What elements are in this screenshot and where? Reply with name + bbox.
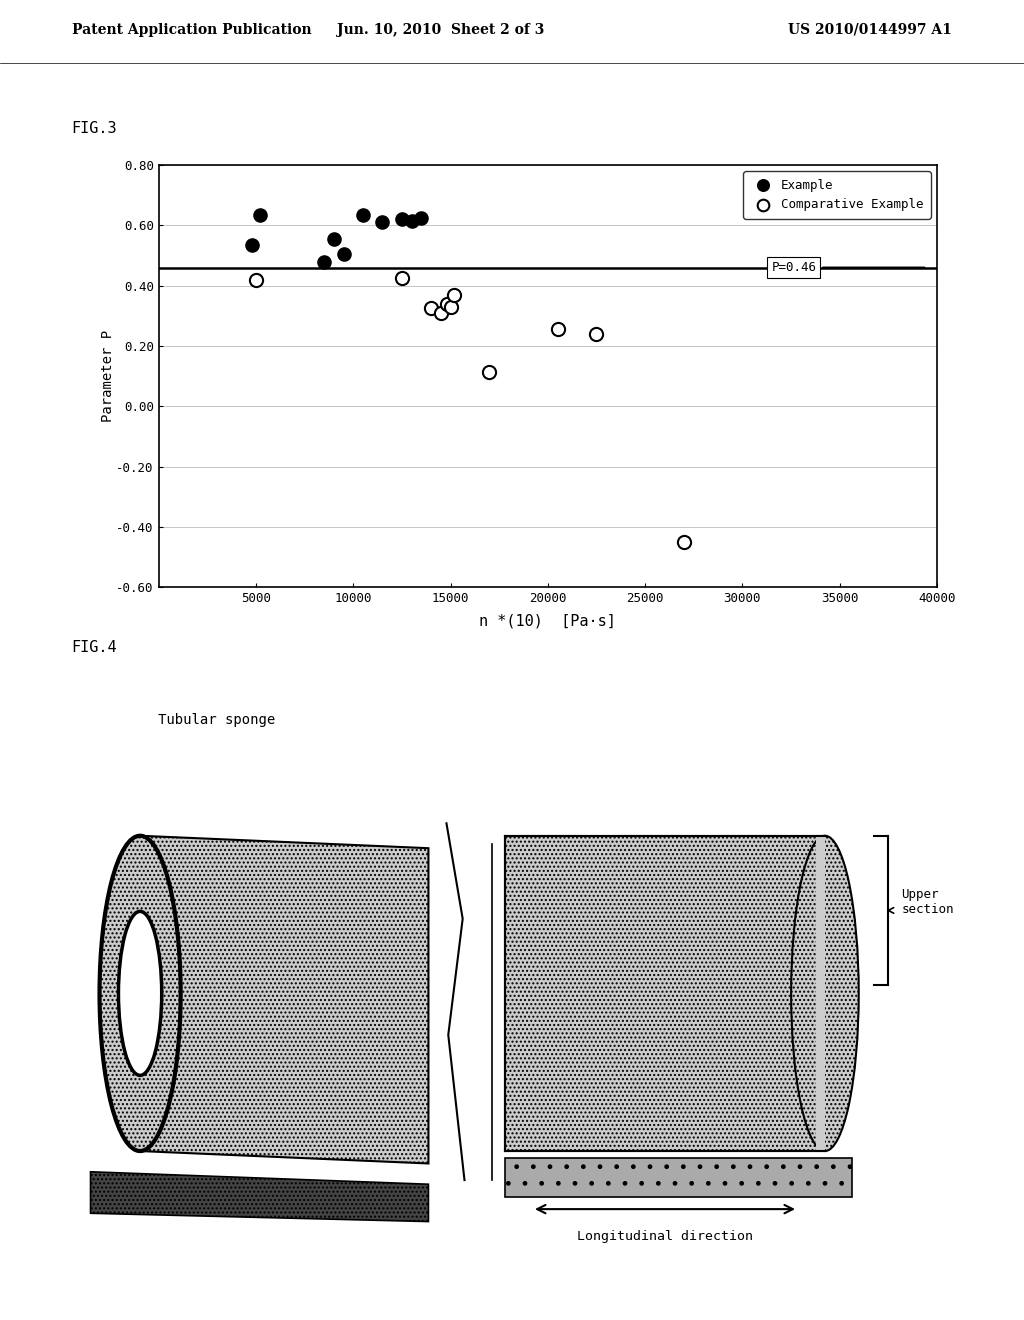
Text: FIG.4: FIG.4 [72, 640, 118, 655]
Text: FIG.3: FIG.3 [72, 121, 118, 136]
Point [244, 235, 260, 256]
Text: Patent Application Publication: Patent Application Publication [72, 22, 311, 37]
Polygon shape [90, 1172, 428, 1221]
Text: US 2010/0144997 A1: US 2010/0144997 A1 [788, 22, 952, 37]
Point [315, 251, 332, 272]
Ellipse shape [792, 836, 859, 1151]
Point [393, 209, 410, 230]
Point [432, 302, 449, 323]
Point [549, 319, 565, 341]
Point [413, 207, 430, 228]
Point [336, 243, 352, 264]
Point [481, 362, 498, 383]
Point [326, 228, 342, 249]
Text: Longitudinal direction: Longitudinal direction [577, 1230, 753, 1243]
Text: Tubular sponge: Tubular sponge [158, 713, 275, 726]
Text: Upper
section: Upper section [901, 888, 954, 916]
Point [375, 211, 391, 232]
Ellipse shape [119, 911, 162, 1076]
Point [442, 296, 459, 317]
Point [403, 210, 420, 231]
Text: Jun. 10, 2010  Sheet 2 of 3: Jun. 10, 2010 Sheet 2 of 3 [337, 22, 544, 37]
Legend: Example, Comparative Example: Example, Comparative Example [743, 172, 931, 219]
Ellipse shape [99, 836, 180, 1151]
Point [423, 298, 439, 319]
Text: P=0.46: P=0.46 [771, 261, 816, 275]
Point [676, 532, 692, 553]
Point [252, 205, 268, 226]
Point [355, 205, 372, 226]
Point [446, 284, 463, 305]
Polygon shape [140, 836, 428, 1163]
Polygon shape [505, 1158, 852, 1197]
Y-axis label: Parameter P: Parameter P [101, 330, 115, 422]
Point [438, 293, 455, 314]
Polygon shape [505, 836, 825, 1151]
Point [588, 323, 604, 345]
Point [393, 268, 410, 289]
Polygon shape [816, 836, 825, 1151]
Point [248, 269, 264, 290]
X-axis label: n *(10)  [Pa·s]: n *(10) [Pa·s] [479, 614, 616, 628]
